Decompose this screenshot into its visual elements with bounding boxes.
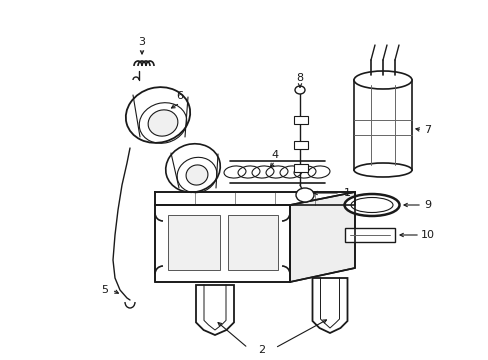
Polygon shape — [168, 215, 220, 270]
Ellipse shape — [295, 188, 313, 202]
Ellipse shape — [185, 165, 207, 185]
Ellipse shape — [353, 163, 411, 177]
Polygon shape — [353, 80, 411, 170]
Polygon shape — [293, 164, 307, 172]
Text: 6: 6 — [176, 91, 183, 101]
Polygon shape — [227, 215, 278, 270]
Text: 1: 1 — [343, 188, 350, 198]
Ellipse shape — [294, 86, 305, 94]
Polygon shape — [196, 285, 234, 335]
Text: 5: 5 — [102, 285, 108, 295]
Ellipse shape — [344, 194, 399, 216]
Ellipse shape — [353, 71, 411, 89]
Polygon shape — [155, 205, 289, 282]
Polygon shape — [345, 228, 394, 242]
Text: 2: 2 — [258, 345, 265, 355]
Text: 3: 3 — [138, 37, 145, 47]
Text: 7: 7 — [424, 125, 431, 135]
Text: 8: 8 — [296, 73, 303, 83]
Polygon shape — [155, 192, 354, 205]
Text: 4: 4 — [271, 150, 278, 160]
Text: 10: 10 — [420, 230, 434, 240]
Text: 9: 9 — [424, 200, 431, 210]
Polygon shape — [293, 141, 307, 149]
Polygon shape — [293, 116, 307, 124]
Ellipse shape — [148, 110, 178, 136]
Polygon shape — [289, 192, 354, 282]
Polygon shape — [312, 278, 347, 333]
